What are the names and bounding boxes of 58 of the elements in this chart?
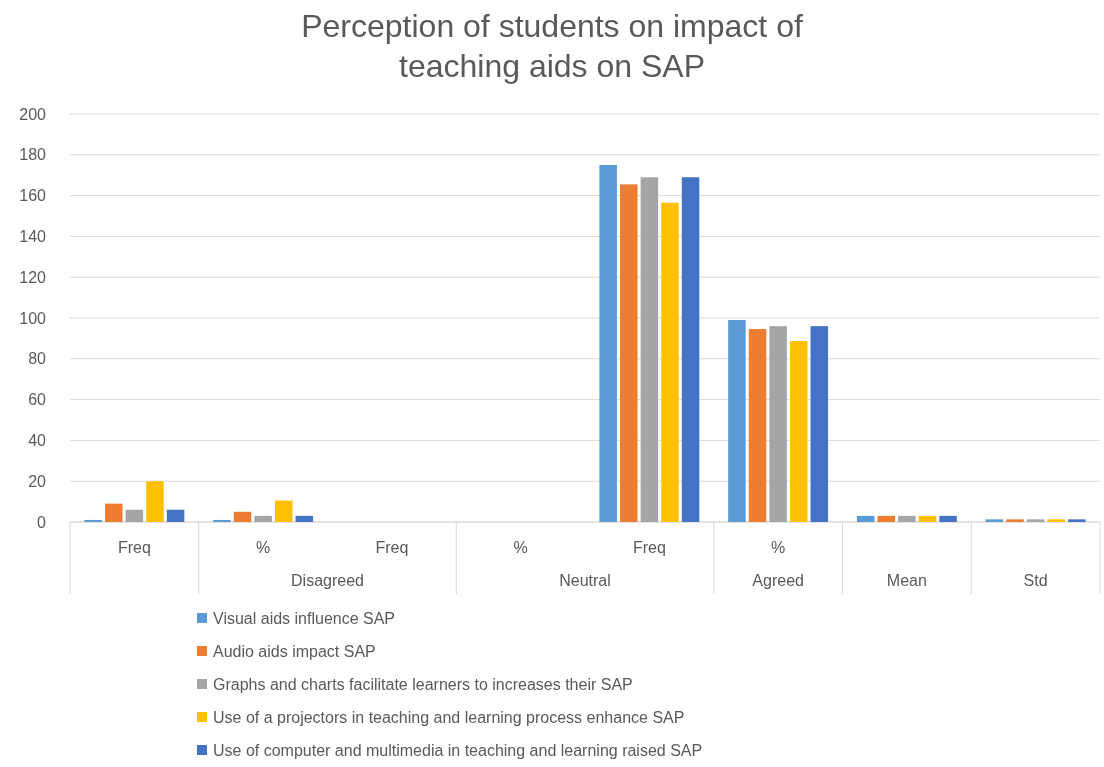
bar [125,509,144,522]
text: Neutral [559,571,611,589]
bar [856,515,875,522]
y-tick-label: 20 [28,472,47,490]
bar [728,320,746,522]
y-tick-label: 140 [19,228,47,245]
x-tick-label: % [771,538,786,556]
text: Agreed [752,571,804,589]
bar [1068,519,1086,522]
bar [681,177,700,522]
bar [254,515,272,522]
bar [213,519,231,522]
bar [1047,519,1065,522]
x-tick-label: Freq [375,538,409,556]
bar [939,515,957,522]
x-tick-label: % [513,538,528,556]
bar [233,511,252,522]
text: Std [1023,571,1048,589]
y-tick-label: 120 [19,268,47,286]
bar [84,519,102,522]
bar [146,481,164,522]
bar [661,202,679,522]
legend-label: Use of a projectors in teaching and learning process enhance SAP [213,708,685,726]
bar [877,515,896,522]
x-tick-label: % [256,538,271,556]
text: Disagreed [291,571,364,589]
x-tick-label: Freq [117,538,151,556]
y-tick-label: 160 [19,187,47,205]
y-tick-label: 100 [19,309,47,327]
bar [105,503,123,522]
bar [599,165,617,522]
bar [985,519,1004,522]
bar [166,509,185,522]
legend-label: Audio aids impact SAP [213,642,376,660]
bar [918,515,937,522]
bar [789,341,808,522]
y-tick-label: 0 [37,513,47,531]
legend-label: Visual aids influence SAP [213,609,396,627]
bar [295,515,314,522]
bar [274,500,293,522]
legend-label: Graphs and charts facilitate learners to increases their SAP [213,675,633,693]
bar [769,326,787,522]
bar [640,177,659,522]
y-tick-label: 180 [19,146,47,164]
bar [620,184,638,522]
bar [748,329,767,522]
y-tick-label: 200 [19,105,47,123]
y-tick-label: 40 [28,432,47,449]
bar [810,326,829,522]
bar [1006,519,1024,522]
text: Mean [886,571,927,589]
legend-label: Use of computer and multimedia in teaching and learning raised SAP [213,741,703,759]
y-tick-label: 60 [28,391,47,409]
x-tick-label: Freq [632,538,666,556]
y-tick-label: 80 [28,350,47,368]
bar [1026,519,1045,522]
chart-title: Perception of students on impact of teaching aids on SAP [301,8,803,84]
bar [898,515,916,522]
